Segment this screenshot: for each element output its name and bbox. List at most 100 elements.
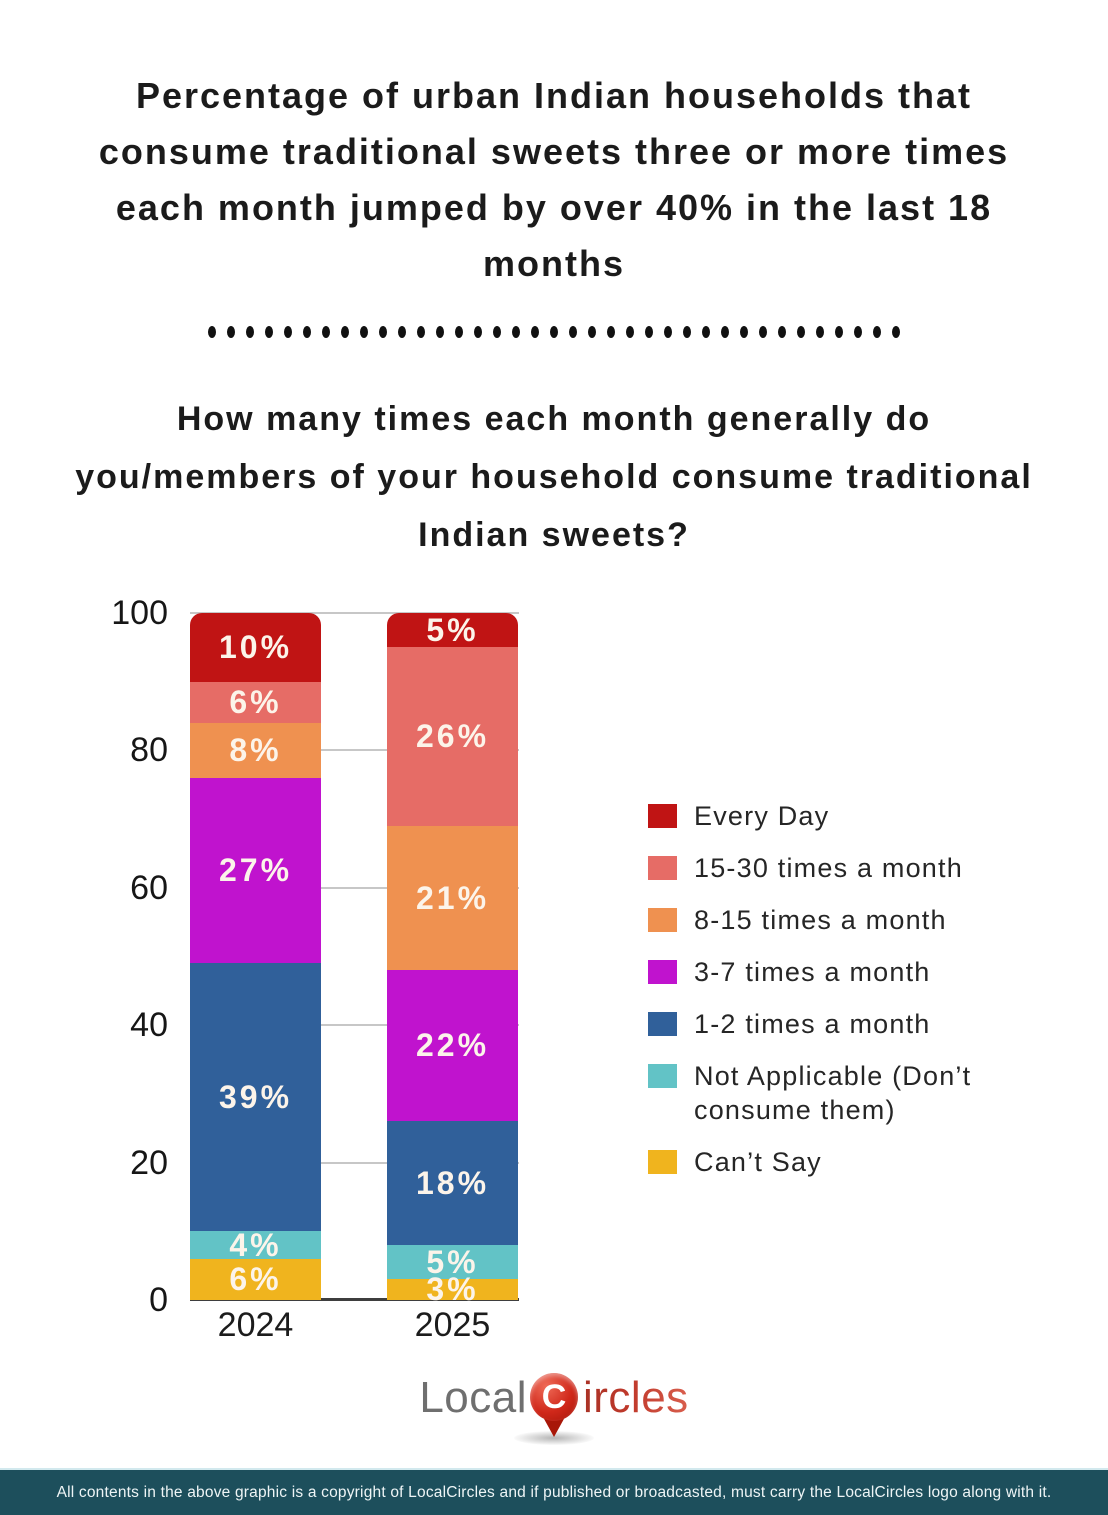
- legend-item: Every Day: [648, 799, 1020, 833]
- bar-segment-label: 6%: [229, 683, 282, 720]
- dot: [721, 326, 729, 338]
- bar-segment: 5%: [387, 611, 518, 648]
- pin-shadow: [514, 1431, 594, 1445]
- gridline-60: [190, 886, 519, 889]
- dot: [569, 326, 577, 338]
- gridline-100: [190, 612, 519, 614]
- y-axis-label-80: 80: [130, 731, 168, 770]
- dot: [303, 326, 311, 338]
- dot: [227, 326, 235, 338]
- legend-swatch: [648, 1064, 677, 1088]
- pin-circle-letter: C: [530, 1373, 578, 1421]
- dot: [607, 326, 615, 338]
- bar-segment: 3%: [387, 1273, 518, 1305]
- bar-segment-label: 21%: [415, 879, 490, 916]
- y-axis-label-0: 0: [149, 1281, 168, 1319]
- question-line: How many times each month generally do: [176, 400, 932, 438]
- bar-segment-label: 5%: [426, 611, 479, 648]
- localcircles-logo: Local C ircles: [0, 1372, 1108, 1445]
- dot: [398, 326, 406, 338]
- legend-item: 15-30 times a month: [648, 851, 1020, 885]
- gridline-20: [190, 1161, 519, 1164]
- dot: [664, 326, 672, 338]
- title-line: consume traditional sweets three or more…: [98, 131, 1010, 172]
- legend-label: Every Day: [694, 801, 830, 831]
- legend-swatch: [648, 804, 677, 828]
- bar-segment-label: 18%: [415, 1164, 490, 1201]
- dot: [835, 326, 843, 338]
- legend-item: Not Applicable (Don’t consume them): [648, 1059, 1020, 1127]
- dot: [759, 326, 767, 338]
- dot: [683, 326, 691, 338]
- dot: [740, 326, 748, 338]
- legend-swatch: [648, 1012, 677, 1036]
- bar-segment: 21%: [387, 826, 518, 971]
- dot: [873, 326, 881, 338]
- bar-segment-label: 5%: [426, 1243, 479, 1280]
- dot: [246, 326, 254, 338]
- legend-label: 15-30 times a month: [694, 853, 963, 883]
- bar-segment: 39%: [190, 963, 321, 1232]
- bar-2024: 10% 6% 8% 27% 39% 4% 6%: [190, 613, 321, 1300]
- x-axis-label-2024: 2024: [217, 1306, 294, 1344]
- separator-dots: [0, 326, 1108, 338]
- y-axis-label-20: 20: [130, 1143, 168, 1182]
- legend-swatch: [648, 908, 677, 932]
- gridline-80: [190, 749, 519, 752]
- bar-segment-label: 27%: [218, 852, 293, 889]
- dot: [531, 326, 539, 338]
- title-line: each month jumped by over 40% in the las…: [115, 187, 993, 228]
- dot: [854, 326, 862, 338]
- y-axis-label-40: 40: [130, 1006, 168, 1045]
- bar-segment: 6%: [190, 681, 321, 723]
- legend-swatch: [648, 1150, 677, 1174]
- legend-item: 3-7 times a month: [648, 955, 1020, 989]
- title-line: months: [483, 243, 625, 284]
- gridline-40: [190, 1024, 519, 1027]
- bar-segment-label: 4%: [229, 1226, 282, 1263]
- localcircles-logo-row: Local C ircles: [419, 1372, 689, 1445]
- dot: [436, 326, 444, 338]
- dot: [379, 326, 387, 338]
- plot-area: 10% 6% 8% 27% 39% 4% 6% 5% 26% 21% 22% 18% 5% 3%: [190, 611, 519, 1305]
- bar-segment-label: 22%: [415, 1027, 490, 1064]
- question-line: you/members of your household consume tr…: [75, 458, 1033, 496]
- dot: [550, 326, 558, 338]
- bar-segment-label: 3%: [426, 1271, 479, 1308]
- legend-swatch: [648, 960, 677, 984]
- pin-tail: [543, 1417, 565, 1437]
- bar-segment: 27%: [190, 777, 321, 964]
- title-line: Percentage of urban Indian households th…: [135, 75, 973, 116]
- dot: [778, 326, 786, 338]
- localcircles-pin-icon: C: [514, 1373, 594, 1445]
- dot: [474, 326, 482, 338]
- legend-label: 8-15 times a month: [694, 905, 947, 935]
- chart-legend: Every Day 15-30 times a month 8-15 times a…: [648, 799, 1020, 1179]
- bar-segment: 18%: [387, 1121, 518, 1246]
- legend-label: Can’t Say: [694, 1147, 822, 1177]
- dot: [341, 326, 349, 338]
- logo-text-ircles: ircles: [583, 1373, 689, 1422]
- bar-segment: 4%: [190, 1226, 321, 1263]
- dot: [797, 326, 805, 338]
- survey-question: How many times each month generally do y…: [0, 390, 1108, 564]
- dot: [512, 326, 520, 338]
- legend-item: 8-15 times a month: [648, 903, 1020, 937]
- legend-label: Not Applicable (Don’t consume them): [694, 1061, 972, 1125]
- bar-segment-label: 10%: [218, 628, 293, 665]
- y-axis-label-60: 60: [130, 868, 168, 907]
- question-line: Indian sweets?: [418, 516, 690, 554]
- legend-label: 1-2 times a month: [694, 1009, 931, 1039]
- dot: [816, 326, 824, 338]
- bar-segment-label: 39%: [218, 1078, 293, 1115]
- dot: [455, 326, 463, 338]
- copyright-footer: All contents in the above graphic is a c…: [0, 1468, 1108, 1515]
- dot: [284, 326, 292, 338]
- bar-segment: 10%: [190, 613, 321, 682]
- bar-segment-label: 6%: [229, 1260, 282, 1297]
- dot: [626, 326, 634, 338]
- y-axis-label-100: 100: [111, 594, 168, 632]
- dot: [208, 326, 216, 338]
- legend-swatch: [648, 856, 677, 880]
